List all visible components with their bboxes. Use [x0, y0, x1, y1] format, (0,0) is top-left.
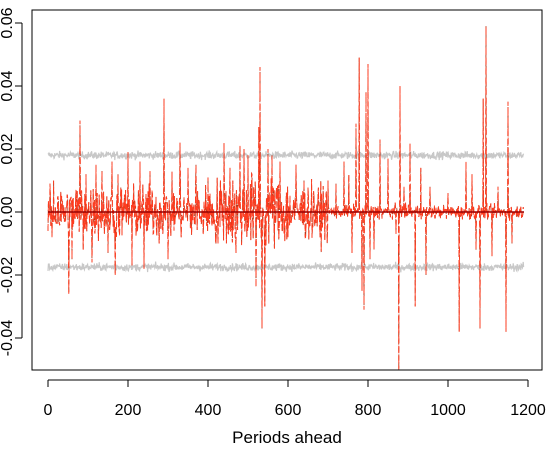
y-tick-label: 0.06 — [0, 7, 16, 38]
response-series-line — [47, 26, 525, 370]
x-axis: 0 200 400 600 800 1000 1200 — [44, 379, 546, 419]
x-tick-label: 200 — [115, 402, 142, 419]
x-tick-label: 0 — [44, 402, 53, 419]
y-tick-label: -0.02 — [0, 257, 16, 294]
x-axis-title: Periods ahead — [232, 428, 342, 447]
lower-confidence-band — [47, 261, 525, 273]
y-axis: -0.04 -0.02 0.00 0.02 0.04 0.06 — [0, 7, 23, 357]
response-series-dark — [47, 26, 525, 370]
response-series — [47, 26, 525, 370]
upper-confidence-band — [47, 149, 525, 161]
x-tick-label: 1200 — [510, 402, 546, 419]
x-tick-label: 800 — [355, 402, 382, 419]
y-tick-label: 0.02 — [0, 133, 16, 164]
y-tick-label: -0.04 — [0, 320, 16, 357]
plot-frame — [31, 9, 543, 371]
y-tick-label: 0.00 — [0, 196, 16, 227]
y-tick-label: 0.04 — [0, 70, 16, 101]
x-tick-label: 600 — [275, 402, 302, 419]
confidence-bands — [47, 149, 525, 273]
x-tick-label: 1000 — [430, 402, 466, 419]
x-tick-label: 400 — [195, 402, 222, 419]
